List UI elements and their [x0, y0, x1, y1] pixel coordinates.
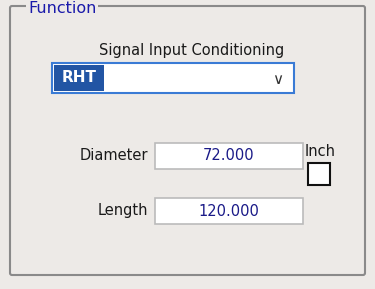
Bar [308, 163, 330, 185]
Text: Length: Length [98, 203, 148, 218]
Text: Signal Input Conditioning: Signal Input Conditioning [99, 42, 285, 58]
Text: Inch: Inch [304, 144, 336, 160]
Bar [26, 3, 98, 13]
Bar [155, 198, 303, 224]
FancyBboxPatch shape [10, 6, 365, 275]
Text: 120.000: 120.000 [199, 203, 260, 218]
Bar [155, 143, 303, 169]
Text: Diameter: Diameter [80, 147, 148, 162]
Text: ∨: ∨ [272, 73, 284, 88]
Text: RHT: RHT [62, 71, 96, 86]
Bar [52, 63, 294, 93]
Text: Function: Function [28, 1, 96, 16]
Text: 72.000: 72.000 [203, 149, 255, 164]
Bar [54, 65, 104, 91]
